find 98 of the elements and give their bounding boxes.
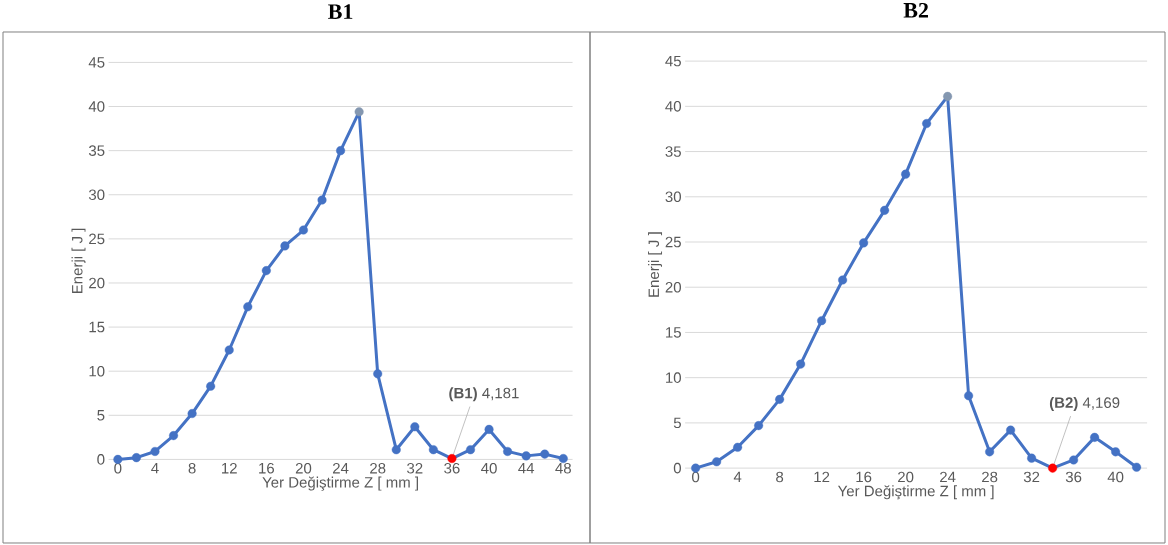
point: [1132, 462, 1142, 472]
point: [428, 445, 438, 455]
point: [298, 225, 308, 235]
x-tick-label: 40: [1107, 471, 1124, 483]
point: [985, 447, 995, 457]
point: [859, 238, 869, 248]
point: [775, 394, 785, 404]
y-tick-label: 10: [89, 365, 105, 377]
point: [113, 454, 123, 464]
point: [354, 107, 364, 117]
point: [754, 421, 764, 431]
x-tick-label: 44: [518, 462, 535, 474]
x-tick-label: 12: [222, 462, 237, 474]
point: [1090, 432, 1100, 442]
x-tick-label: 32: [407, 462, 423, 474]
x-tick-label: 24: [332, 462, 349, 474]
point: [796, 359, 806, 369]
y-tick-label: 45: [665, 55, 681, 67]
x-tick-label: 4: [733, 471, 742, 482]
x-tick-label: 8: [188, 462, 196, 474]
point: [733, 442, 743, 452]
x-tick-label: 20: [295, 462, 312, 474]
point: [880, 205, 890, 215]
y-tick-label: 30: [88, 189, 105, 201]
point: [1111, 447, 1121, 457]
point: [1027, 453, 1037, 463]
point: [410, 422, 420, 432]
x-tick-label: 40: [481, 462, 497, 474]
point: [943, 91, 953, 101]
point: [503, 446, 513, 456]
point: [150, 446, 160, 456]
chart-title: B1: [328, 4, 353, 19]
y-tick-label: 30: [665, 191, 681, 203]
y-axis-title: Enerji [ J ]: [648, 232, 663, 297]
x-tick-label: 0: [692, 471, 700, 483]
annotation: (B2) 4,169: [1049, 396, 1120, 411]
point: [187, 409, 197, 419]
y-tick-label: 40: [88, 101, 105, 112]
x-axis-title: Yer Değiştirme Z [ mm ]: [262, 476, 418, 491]
point: [391, 445, 401, 455]
x-axis-title: Yer Değiştirme Z [ mm ]: [837, 485, 994, 500]
x-tick-label: 0: [114, 462, 122, 474]
x-tick-label: 16: [856, 471, 872, 483]
y-tick-label: 45: [88, 57, 105, 68]
point: [922, 119, 932, 129]
point: [206, 381, 216, 391]
point: [1069, 455, 1079, 465]
point: [336, 146, 346, 156]
x-tick-label: 24: [940, 471, 956, 483]
point: [558, 454, 568, 464]
y-tick-label: 35: [665, 146, 681, 157]
annotation: (B1) 4,181: [449, 387, 519, 402]
point: [521, 451, 531, 461]
y-tick-label: 0: [97, 454, 105, 465]
point: [1006, 425, 1016, 435]
point: [712, 457, 722, 467]
point: [169, 431, 179, 441]
x-tick-label: 36: [1065, 471, 1082, 483]
point: [540, 449, 550, 459]
point: [817, 316, 827, 326]
y-tick-label: 35: [88, 145, 105, 156]
y-tick-label: 10: [666, 372, 681, 383]
point: [261, 266, 271, 276]
x-tick-label: 12: [814, 471, 830, 483]
x-tick-label: 28: [370, 462, 386, 474]
point: [691, 463, 701, 473]
x-tick-label: 16: [259, 462, 275, 474]
x-tick-label: 20: [898, 471, 914, 483]
y-tick-label: 40: [665, 101, 681, 112]
point: [964, 391, 974, 401]
y-tick-label: 5: [673, 417, 681, 429]
point: [280, 241, 290, 251]
y-tick-label: 25: [89, 233, 105, 245]
point: [224, 345, 234, 355]
x-tick-label: 4: [151, 462, 159, 474]
point: [484, 424, 494, 434]
y-axis-title: Enerji [ J ]: [71, 228, 86, 294]
y-tick-label: 25: [665, 236, 681, 248]
point: [901, 169, 911, 179]
x-tick-label: 32: [1023, 471, 1040, 483]
point: [466, 445, 475, 455]
point: [447, 454, 457, 464]
point: [838, 275, 848, 285]
point: [131, 453, 141, 463]
y-tick-label: 5: [97, 410, 105, 421]
chart-title: B2: [903, 2, 929, 18]
point: [317, 195, 327, 205]
point: [243, 302, 253, 312]
x-tick-label: 28: [982, 471, 998, 483]
point: [1048, 463, 1058, 473]
x-tick-label: 48: [555, 462, 571, 474]
y-tick-label: 15: [666, 327, 681, 338]
y-tick-label: 20: [665, 281, 681, 293]
point: [373, 369, 383, 379]
x-tick-label: 36: [444, 462, 460, 474]
y-tick-label: 20: [89, 277, 105, 289]
y-tick-label: 15: [89, 321, 105, 333]
x-tick-label: 8: [776, 471, 784, 483]
